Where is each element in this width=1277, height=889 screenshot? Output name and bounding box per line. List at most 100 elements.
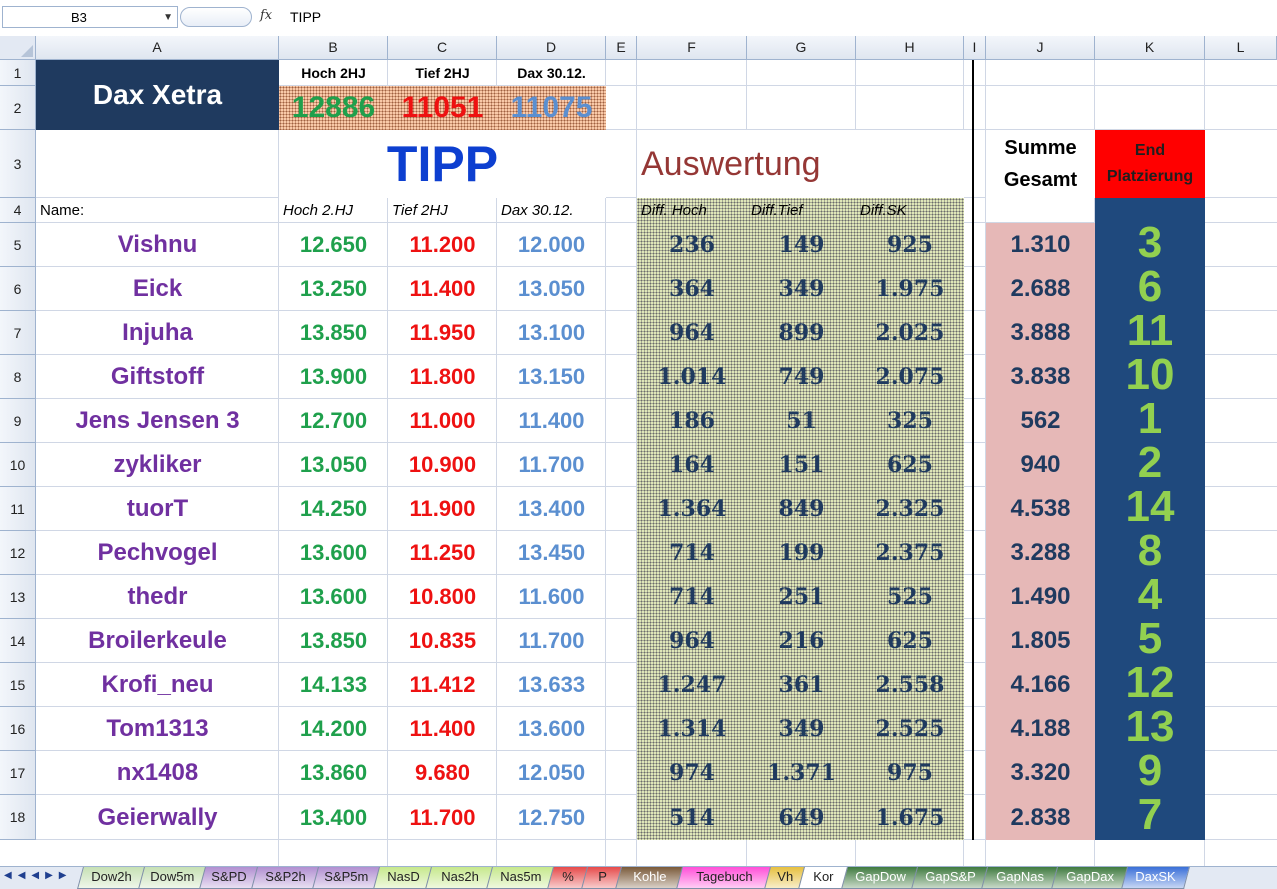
title-cell[interactable]: Dax Xetra	[36, 60, 279, 130]
tipp-dax[interactable]: 11.400	[518, 408, 585, 433]
tipp-dax[interactable]: 11.700	[518, 628, 585, 653]
diff-sk[interactable]: 975	[887, 760, 933, 786]
column-header-c[interactable]: C	[388, 36, 497, 60]
diff-hoch[interactable]: 1.014	[657, 364, 727, 390]
sum-total[interactable]: 562	[1020, 407, 1061, 434]
diff-hoch[interactable]: 1.314	[657, 716, 727, 742]
final-rank[interactable]: 6	[1137, 262, 1163, 311]
diff-tief[interactable]: 151	[778, 452, 825, 478]
final-rank[interactable]: 4	[1137, 570, 1163, 619]
diff-hoch[interactable]: 186	[669, 408, 715, 434]
tipp-hoch[interactable]: 14.250	[299, 496, 368, 521]
sheet-tab[interactable]: Nas5m	[486, 867, 555, 889]
tipp-tief[interactable]: 11.800	[409, 364, 476, 389]
row-header-10[interactable]: 10	[0, 443, 36, 487]
diff-sk[interactable]: 1.975	[875, 276, 945, 302]
diff-hoch[interactable]: 514	[669, 804, 715, 831]
diff-tief[interactable]: 649	[778, 804, 825, 831]
tipp-hoch[interactable]: 13.850	[299, 628, 368, 653]
row-header-6[interactable]: 6	[0, 267, 36, 311]
diff-tief[interactable]: 361	[778, 672, 825, 698]
hoch-label[interactable]: Hoch 2HJ	[301, 65, 366, 81]
tipp-hoch[interactable]: 13.400	[299, 804, 368, 830]
tipp-hoch[interactable]: 14.133	[299, 672, 368, 697]
sum-total[interactable]: 1.490	[1010, 583, 1071, 610]
tipp-hoch[interactable]: 13.050	[299, 452, 368, 477]
row-header-3[interactable]: 3	[0, 130, 36, 198]
tipp-dax[interactable]: 13.450	[517, 540, 586, 565]
tipp-hoch[interactable]: 14.200	[299, 716, 368, 741]
column-header-h[interactable]: H	[856, 36, 964, 60]
sheet-tab[interactable]: Tagebuch	[676, 867, 772, 889]
diff-sk[interactable]: 925	[887, 232, 933, 258]
diff-block-background[interactable]	[637, 198, 964, 840]
diff-sk[interactable]: 1.675	[875, 804, 945, 831]
participant-name[interactable]: Geierwally	[97, 803, 218, 831]
row-header-12[interactable]: 12	[0, 531, 36, 575]
participant-name[interactable]: Krofi_neu	[101, 671, 214, 698]
participant-name[interactable]: Giftstoff	[110, 363, 205, 390]
dax-value[interactable]: 11075	[497, 86, 606, 130]
auswertung-heading[interactable]: Auswertung	[637, 130, 964, 198]
sheet-tab[interactable]: GapDax	[1051, 867, 1129, 889]
diff-tief[interactable]: 199	[778, 540, 825, 566]
diff-sk[interactable]: 2.075	[875, 364, 945, 390]
diff-hoch[interactable]: 974	[669, 760, 715, 786]
sheet-tab[interactable]: Nas2h	[425, 867, 494, 889]
tipp-dax[interactable]: 12.050	[517, 760, 586, 785]
participant-name[interactable]: Broilerkeule	[88, 627, 227, 654]
summe-gesamt-header[interactable]: Summe Gesamt	[986, 130, 1095, 198]
final-rank[interactable]: 9	[1137, 746, 1163, 795]
participant-name[interactable]: tuorT	[126, 495, 189, 522]
diff-hoch[interactable]: 1.247	[657, 672, 727, 698]
diff-tief[interactable]: 349	[778, 716, 825, 742]
tipp-dax[interactable]: 13.400	[517, 496, 586, 521]
tipp-tief[interactable]: 9.680	[414, 760, 471, 785]
tipp-dax[interactable]: 11.600	[518, 584, 585, 609]
tipp-dax[interactable]: 13.600	[517, 716, 586, 741]
column-header-l[interactable]: L	[1205, 36, 1277, 60]
sum-total[interactable]: 4.166	[1010, 671, 1071, 698]
column-header-f[interactable]: F	[637, 36, 747, 60]
column-header-e[interactable]: E	[606, 36, 637, 60]
participant-name[interactable]: Vishnu	[117, 231, 198, 258]
end-platzierung-header[interactable]: End Platzierung	[1095, 130, 1205, 198]
final-rank[interactable]: 8	[1137, 526, 1163, 575]
col-diff-sk-label[interactable]: Diff.SK	[860, 202, 907, 219]
tipp-tief[interactable]: 10.800	[408, 584, 477, 609]
tipp-tief[interactable]: 11.412	[409, 672, 476, 697]
tipp-hoch[interactable]: 12.650	[299, 232, 368, 257]
final-rank[interactable]: 1	[1137, 394, 1163, 443]
row-header-1[interactable]: 1	[0, 60, 36, 86]
final-rank[interactable]: 12	[1125, 658, 1175, 707]
diff-tief[interactable]: 899	[778, 320, 825, 346]
rank-column-background[interactable]	[1095, 198, 1205, 840]
function-icon[interactable]: fx	[260, 8, 273, 23]
sum-total[interactable]: 3.888	[1010, 319, 1071, 346]
sheet-tab[interactable]: Dow2h	[77, 867, 146, 889]
diff-sk[interactable]: 2.525	[875, 716, 945, 742]
sum-total[interactable]: 4.188	[1010, 715, 1071, 742]
col-hoch-label[interactable]: Hoch 2.HJ	[283, 202, 354, 219]
tipp-heading[interactable]: TIPP	[279, 130, 606, 198]
column-header-g[interactable]: G	[747, 36, 856, 60]
final-rank[interactable]: 14	[1125, 482, 1175, 531]
tipp-dax[interactable]: 13.050	[517, 276, 586, 301]
tipp-dax[interactable]: 12.750	[517, 804, 586, 830]
diff-sk[interactable]: 325	[887, 408, 933, 434]
row-header-2[interactable]: 2	[0, 86, 36, 130]
row-header-8[interactable]: 8	[0, 355, 36, 399]
diff-sk[interactable]: 2.325	[875, 496, 945, 522]
tipp-hoch[interactable]: 13.860	[299, 760, 368, 785]
participant-name[interactable]: thedr	[127, 583, 188, 610]
participant-name[interactable]: Jens Jensen 3	[75, 407, 240, 434]
sheet-tab[interactable]: DaxSK	[1121, 867, 1190, 889]
sum-column-background[interactable]	[986, 223, 1095, 840]
column-header-k[interactable]: K	[1095, 36, 1205, 60]
sheet-tab[interactable]: Dow5m	[138, 867, 207, 889]
tipp-tief[interactable]: 11.900	[409, 496, 476, 521]
row-header-14[interactable]: 14	[0, 619, 36, 663]
column-header-i[interactable]: I	[964, 36, 986, 60]
diff-hoch[interactable]: 1.364	[657, 496, 727, 522]
tipp-dax[interactable]: 13.150	[517, 364, 586, 389]
